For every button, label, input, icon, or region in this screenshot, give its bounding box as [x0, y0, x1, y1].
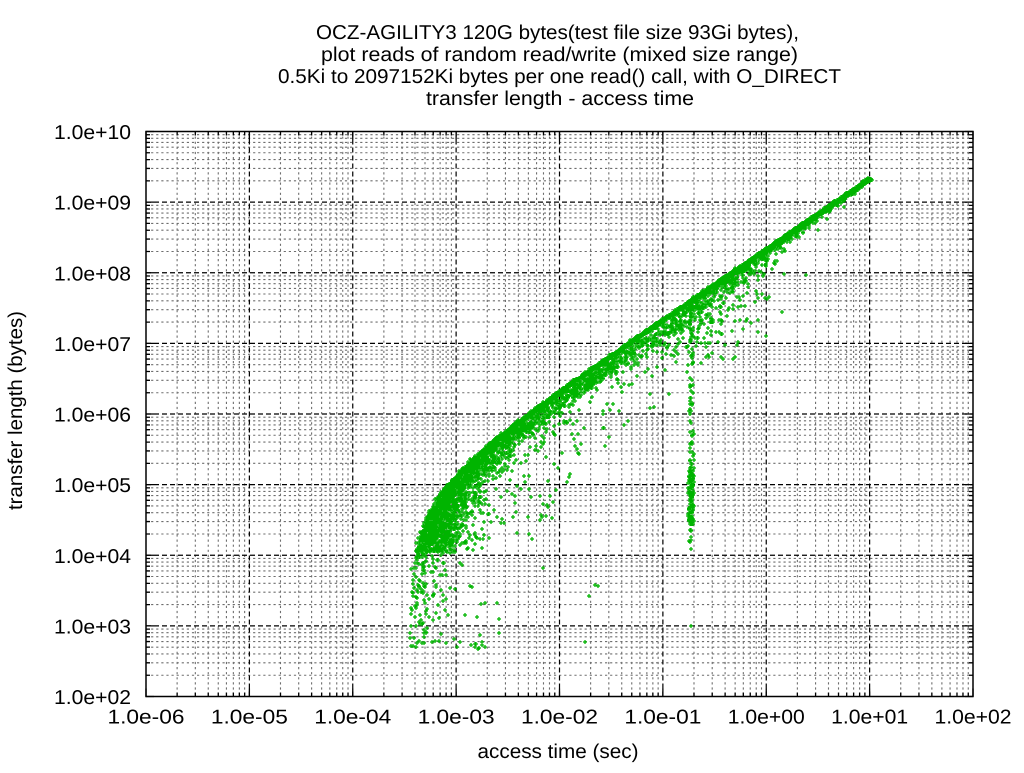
svg-text:1.0e+01: 1.0e+01: [831, 707, 908, 729]
svg-text:1.0e+06: 1.0e+06: [54, 405, 131, 427]
svg-text:transfer length (bytes): transfer length (bytes): [5, 311, 27, 510]
svg-text:access time (sec): access time (sec): [478, 741, 639, 763]
svg-text:1.0e+04: 1.0e+04: [54, 546, 131, 568]
svg-text:plot reads of random read/writ: plot reads of random read/write (mixed s…: [321, 44, 798, 66]
svg-text:1.0e-05: 1.0e-05: [211, 707, 288, 729]
svg-text:OCZ-AGILITY3 120G bytes(test f: OCZ-AGILITY3 120G bytes(test file size 9…: [316, 22, 799, 44]
svg-text:1.0e+08: 1.0e+08: [54, 263, 131, 285]
svg-text:1.0e-04: 1.0e-04: [314, 707, 391, 729]
svg-text:0.5Ki to 2097152Ki bytes per o: 0.5Ki to 2097152Ki bytes per one read() …: [278, 66, 841, 88]
svg-text:1.0e+05: 1.0e+05: [54, 475, 131, 497]
svg-text:1.0e+03: 1.0e+03: [54, 616, 131, 638]
svg-text:1.0e-06: 1.0e-06: [108, 707, 185, 729]
svg-text:1.0e+00: 1.0e+00: [728, 707, 805, 729]
svg-text:1.0e+07: 1.0e+07: [54, 334, 131, 356]
svg-text:1.0e+02: 1.0e+02: [54, 687, 131, 709]
svg-text:1.0e+09: 1.0e+09: [54, 193, 131, 215]
svg-text:transfer length - access time: transfer length - access time: [426, 88, 694, 110]
svg-text:1.0e+02: 1.0e+02: [935, 707, 1012, 729]
svg-text:1.0e-03: 1.0e-03: [418, 707, 495, 729]
svg-text:1.0e-01: 1.0e-01: [624, 707, 701, 729]
svg-text:1.0e-02: 1.0e-02: [521, 707, 598, 729]
svg-text:1.0e+10: 1.0e+10: [54, 122, 131, 144]
